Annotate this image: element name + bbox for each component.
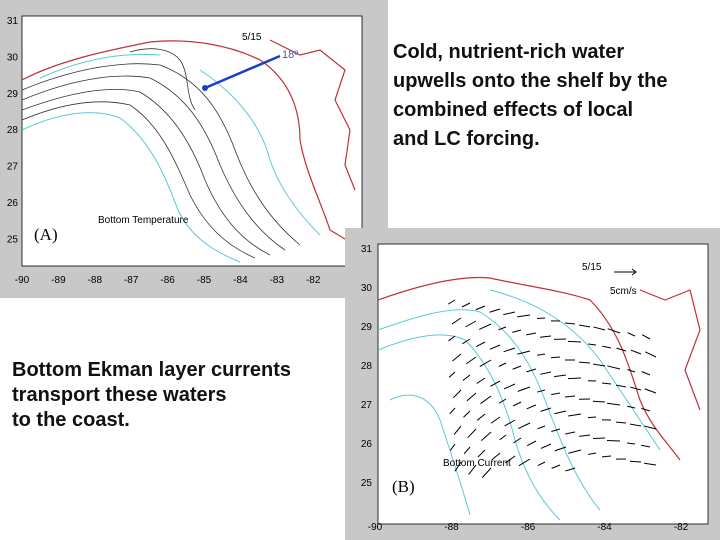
y-tick-label: 27 — [361, 400, 373, 411]
x-tick-label: -82 — [306, 275, 321, 286]
map-b-panel: (B) — [392, 477, 415, 496]
map-a-caption: Bottom Temperature — [98, 215, 189, 226]
x-tick-label: -86 — [521, 522, 536, 533]
x-tick-label: -90 — [15, 275, 30, 286]
y-tick-label: 31 — [7, 16, 19, 27]
isotherm-label: 18º — [282, 49, 298, 61]
x-tick-label: -87 — [124, 275, 139, 286]
y-tick-label: 25 — [7, 234, 19, 245]
x-tick-label: -83 — [270, 275, 285, 286]
y-tick-label: 27 — [7, 162, 19, 173]
y-tick-label: 29 — [361, 322, 373, 333]
body-text: Cold, nutrient-rich water — [393, 41, 624, 63]
body-text: Bottom Ekman layer currents — [12, 359, 291, 381]
body-text: transport these waters — [12, 384, 227, 406]
x-tick-label: -90 — [368, 522, 383, 533]
x-tick-label: -88 — [88, 275, 103, 286]
y-tick-label: 25 — [361, 478, 373, 489]
map-a-date: 5/15 — [242, 32, 262, 43]
body-text: combined effects of local — [393, 99, 633, 121]
slide-text: Cold, nutrient-rich water upwells onto th… — [12, 41, 667, 431]
body-text: upwells onto the shelf by the — [393, 70, 667, 92]
body-text: and LC forcing. — [393, 128, 540, 150]
y-tick-label: 30 — [361, 283, 373, 294]
map-a: 5/15 18º Bottom Temperature (A) — [0, 0, 388, 298]
y-tick-label: 31 — [361, 244, 373, 255]
x-tick-label: -85 — [197, 275, 212, 286]
map-a-panel: (A) — [34, 225, 58, 244]
y-tick-label: 28 — [7, 125, 19, 136]
x-tick-label: -89 — [51, 275, 66, 286]
x-tick-label: -84 — [233, 275, 248, 286]
y-tick-label: 26 — [7, 198, 19, 209]
y-tick-label: 30 — [7, 52, 19, 63]
x-tick-label: -82 — [674, 522, 689, 533]
body-text: to the coast. — [12, 409, 130, 431]
y-tick-label: 28 — [361, 361, 373, 372]
x-tick-label: -86 — [160, 275, 175, 286]
map-b-caption: Bottom Current — [443, 458, 511, 469]
y-tick-label: 26 — [361, 439, 373, 450]
map-b: 5/15 5cm/s Bottom Current (B) — [345, 228, 720, 540]
x-tick-label: -88 — [444, 522, 459, 533]
scale-label: 5cm/s — [610, 286, 637, 297]
map-b-date: 5/15 — [582, 262, 602, 273]
y-tick-label: 29 — [7, 89, 19, 100]
x-tick-label: -84 — [597, 522, 612, 533]
